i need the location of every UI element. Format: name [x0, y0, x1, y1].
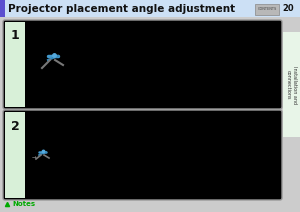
Text: →: →	[32, 154, 37, 159]
Text: 1: 1	[11, 29, 20, 42]
Bar	[255, 4, 279, 15]
Text: CONTENTS: CONTENTS	[257, 7, 277, 11]
Text: Installation and
connections: Installation and connections	[286, 66, 297, 104]
Bar	[5, 112, 25, 198]
Text: Projector placement angle adjustment: Projector placement angle adjustment	[8, 4, 235, 14]
Text: 2: 2	[11, 120, 20, 133]
Bar	[283, 32, 300, 137]
Text: Notes: Notes	[12, 201, 35, 207]
FancyBboxPatch shape	[3, 110, 282, 200]
Bar	[0, 0, 300, 17]
FancyBboxPatch shape	[3, 20, 282, 109]
Bar	[0, 0, 5, 17]
Text: 20: 20	[282, 4, 294, 13]
Bar	[5, 22, 25, 107]
